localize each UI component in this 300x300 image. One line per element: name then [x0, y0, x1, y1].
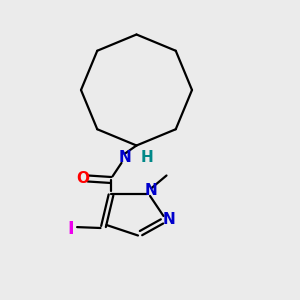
Text: N: N	[144, 183, 157, 198]
Text: N: N	[163, 212, 175, 226]
Text: I: I	[67, 220, 74, 238]
Text: H: H	[141, 150, 153, 165]
Text: N: N	[118, 150, 131, 165]
Text: O: O	[76, 171, 89, 186]
